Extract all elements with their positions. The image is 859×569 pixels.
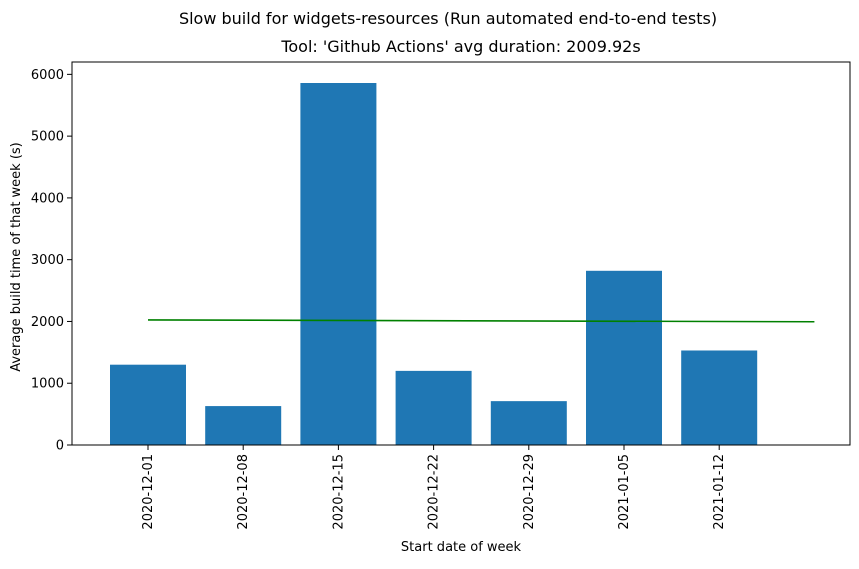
chart-title: Tool: 'Github Actions' avg duration: 200… [280,37,640,56]
y-tick-label-4000: 4000 [31,191,64,206]
y-tick-label-3000: 3000 [31,253,64,268]
y-axis-label: Average build time of that week (s) [9,142,24,372]
bar-2020-12-08 [205,406,282,445]
x-tick-label-2020-12-01: 2020-12-01 [141,454,156,530]
y-tick-label-5000: 5000 [31,130,64,145]
y-tick-label-6000: 6000 [31,68,64,83]
chart-suptitle: Slow build for widgets-resources (Run au… [179,9,717,28]
bar-2020-12-01 [110,364,186,445]
y-tick-label-0: 0 [56,439,64,454]
bar-2020-12-29 [490,401,567,445]
bar-2020-12-22 [395,370,472,445]
y-tick-label-1000: 1000 [31,377,64,392]
bar-2020-12-15 [300,83,377,445]
bar-2021-01-12 [681,350,758,445]
bar-2021-01-05 [586,270,662,445]
trend-line [147,319,815,323]
x-tick-label-2020-12-29: 2020-12-29 [522,454,537,530]
x-tick-label-2020-12-22: 2020-12-22 [427,454,442,530]
x-tick-label-2021-01-05: 2021-01-05 [617,454,632,530]
y-tick-label-2000: 2000 [31,315,64,330]
plot-area: 0 1000 2000 3000 4000 5000 6000 2020-12-01 2020-… [31,61,851,530]
x-tick-label-2020-12-15: 2020-12-15 [331,454,346,530]
x-tick-label-2020-12-08: 2020-12-08 [236,454,251,530]
plot-frame [71,61,851,446]
x-axis-label: Start date of week [401,540,522,555]
x-tick-label-2021-01-12: 2021-01-12 [712,454,727,530]
